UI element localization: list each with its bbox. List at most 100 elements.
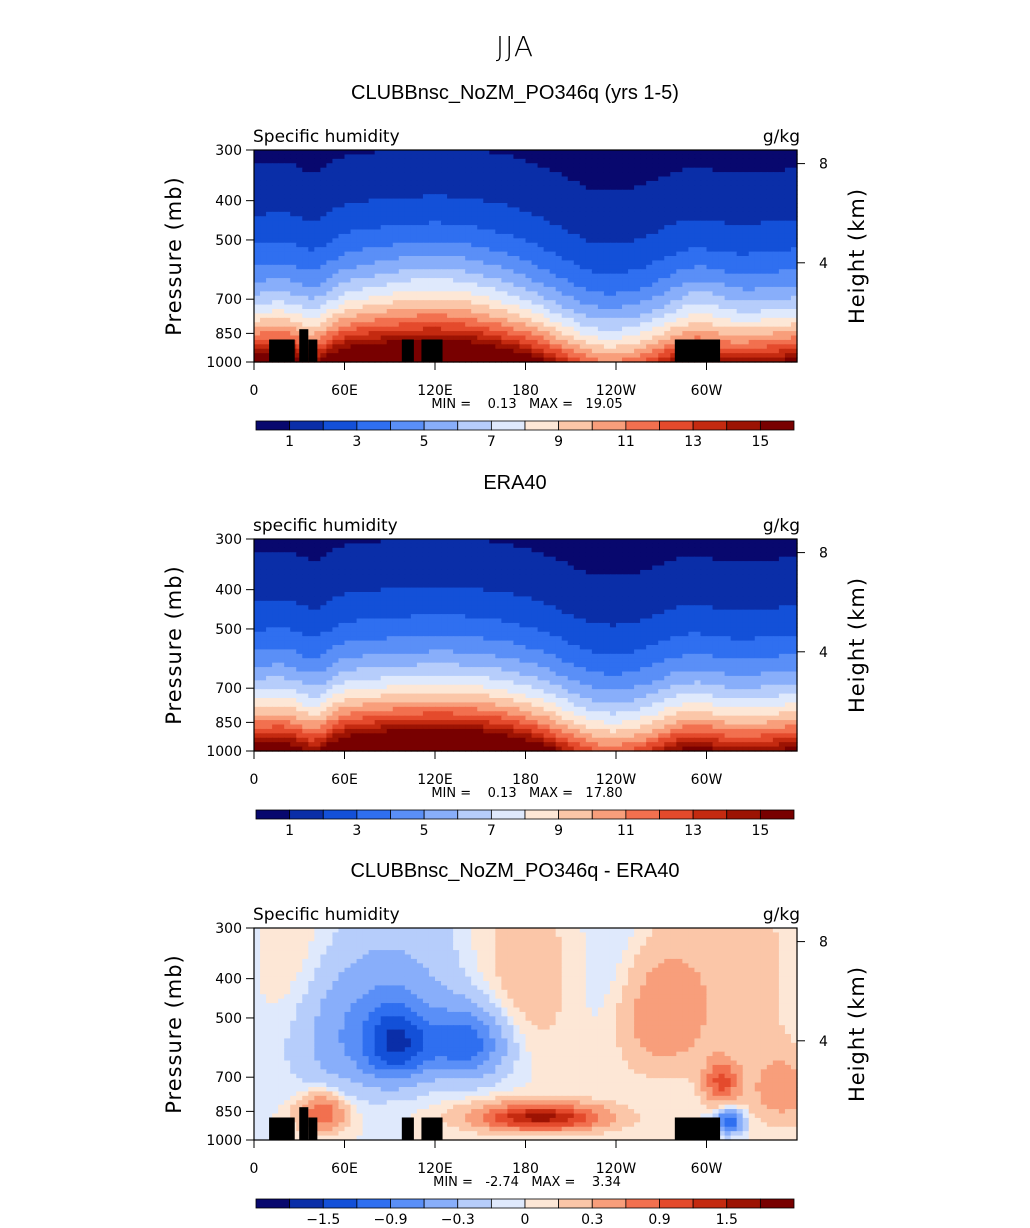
contour-cell	[459, 327, 466, 332]
contour-cell	[526, 566, 533, 571]
contour-cell	[519, 185, 526, 190]
contour-cell	[507, 552, 514, 557]
contour-cell	[670, 225, 677, 230]
contour-cell	[405, 216, 412, 221]
contour-cell	[694, 269, 701, 274]
contour-cell	[700, 194, 707, 199]
contour-cell	[338, 309, 345, 314]
contour-cell	[284, 252, 291, 257]
contour-cell	[375, 190, 382, 195]
contour-cell	[737, 199, 744, 204]
contour-cell	[513, 221, 520, 226]
contour-cell	[550, 154, 557, 159]
contour-cell	[707, 309, 714, 314]
contour-cell	[556, 561, 563, 566]
contour-cell	[483, 194, 490, 199]
contour-cell	[459, 159, 466, 164]
contour-cell	[435, 539, 442, 544]
contour-cell	[556, 322, 563, 327]
contour-cell	[688, 291, 695, 296]
contour-cell	[320, 313, 327, 318]
contour-cell	[574, 159, 581, 164]
contour-cell	[694, 194, 701, 199]
contour-cell	[320, 203, 327, 208]
contour-cell	[501, 274, 508, 279]
contour-cell	[737, 331, 744, 336]
contour-cell	[351, 150, 358, 155]
contour-cell	[471, 199, 478, 204]
contour-cell	[580, 543, 587, 548]
topography-block	[299, 329, 308, 362]
contour-cell	[501, 203, 508, 208]
contour-cell	[387, 353, 394, 358]
contour-cell	[507, 336, 514, 341]
contour-cell	[755, 336, 762, 341]
contour-cell	[622, 243, 629, 248]
contour-cell	[423, 269, 430, 274]
contour-cell	[767, 557, 774, 562]
contour-cell	[773, 548, 780, 553]
contour-cell	[676, 300, 683, 305]
contour-cell	[604, 207, 611, 212]
contour-cell	[761, 168, 768, 173]
contour-cell	[477, 336, 484, 341]
contour-cell	[544, 557, 551, 562]
contour-cell	[296, 225, 303, 230]
contour-cell	[453, 225, 460, 230]
contour-cell	[453, 150, 460, 155]
contour-cell	[302, 168, 309, 173]
contour-cell	[682, 194, 689, 199]
contour-cell	[338, 225, 345, 230]
contour-cell	[785, 256, 792, 261]
contour-cell	[682, 256, 689, 261]
contour-cell	[526, 291, 533, 296]
contour-cell	[526, 278, 533, 283]
contour-cell	[779, 181, 786, 186]
contour-cell	[375, 256, 382, 261]
contour-cell	[526, 194, 533, 199]
contour-cell	[622, 230, 629, 235]
contour-cell	[694, 322, 701, 327]
contour-cell	[646, 159, 653, 164]
contour-cell	[658, 543, 665, 548]
contour-cell	[302, 203, 309, 208]
contour-cell	[556, 287, 563, 292]
contour-cell	[610, 322, 617, 327]
contour-cell	[320, 212, 327, 217]
contour-cell	[302, 207, 309, 212]
contour-cell	[501, 256, 508, 261]
contour-cell	[489, 340, 496, 345]
contour-cell	[532, 221, 539, 226]
contour-cell	[532, 265, 539, 270]
contour-cell	[513, 548, 520, 553]
contour-cell	[544, 344, 551, 349]
contour-cell	[658, 172, 665, 177]
contour-cell	[429, 216, 436, 221]
contour-cell	[314, 256, 321, 261]
contour-cell	[616, 566, 623, 571]
contour-cell	[477, 177, 484, 182]
contour-cell	[646, 566, 653, 571]
contour-cell	[513, 543, 520, 548]
contour-cell	[737, 177, 744, 182]
contour-cell	[441, 543, 448, 548]
contour-cell	[598, 349, 605, 354]
contour-cell	[676, 230, 683, 235]
contour-cell	[338, 216, 345, 221]
contour-cell	[610, 260, 617, 265]
contour-cell	[495, 221, 502, 226]
contour-cell	[435, 207, 442, 212]
contour-cell	[320, 172, 327, 177]
contour-cell	[254, 247, 261, 252]
contour-cell	[308, 269, 315, 274]
contour-cell	[471, 327, 478, 332]
contour-cell	[453, 212, 460, 217]
contour-cell	[513, 313, 520, 318]
contour-cell	[332, 313, 339, 318]
contour-cell	[290, 234, 297, 239]
contour-cell	[513, 199, 520, 204]
contour-cell	[688, 230, 695, 235]
contour-cell	[393, 172, 400, 177]
contour-cell	[260, 305, 267, 310]
contour-cell	[580, 260, 587, 265]
